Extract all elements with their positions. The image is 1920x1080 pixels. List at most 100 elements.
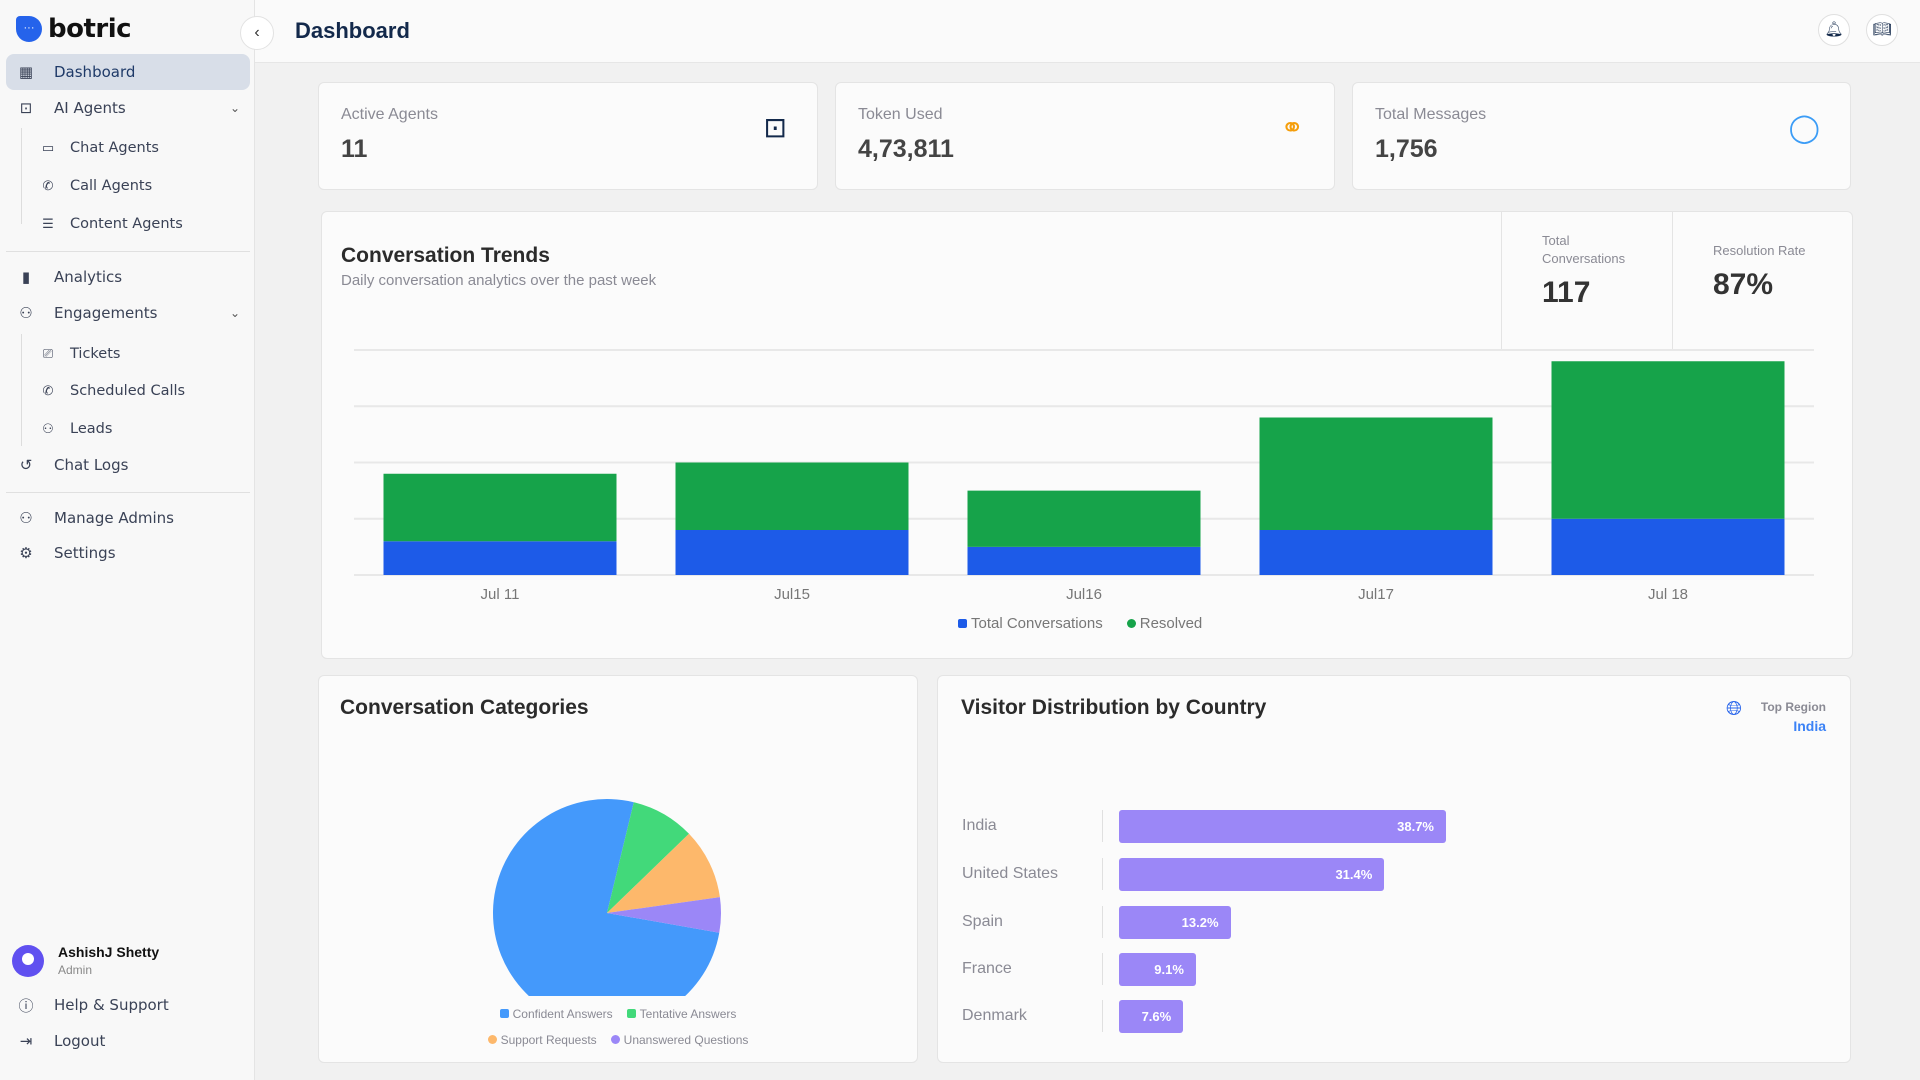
- sidebar-item-scheduled-calls[interactable]: ✆ Scheduled Calls: [32, 373, 242, 409]
- country-name: India: [962, 817, 997, 834]
- sidebar-item-engagements[interactable]: ⚇ Engagements ⌄: [6, 295, 250, 331]
- pie-slice-support-requests: [607, 833, 720, 913]
- label: Dashboard: [54, 63, 136, 81]
- legend-swatch: [626, 1009, 636, 1018]
- sidebar-item-settings[interactable]: ⚙ Settings: [6, 535, 250, 571]
- sidebar-item-dashboard[interactable]: ▦ Dashboard: [6, 54, 250, 90]
- help-icon: ⓘ: [18, 996, 34, 1015]
- kpi-label: Total Conversations: [1542, 233, 1626, 266]
- stat-label: Total Messages: [1375, 106, 1487, 123]
- label: AI Agents: [54, 99, 126, 117]
- bar-total-conversations: [1259, 530, 1493, 575]
- tree-line: [21, 128, 22, 224]
- chevron-down-icon: ⌄: [229, 306, 240, 320]
- label: Engagements: [54, 304, 158, 322]
- logo[interactable]: ··· botric: [16, 14, 132, 44]
- label: Leads: [70, 421, 113, 437]
- bar-total-conversations: [967, 546, 1201, 575]
- top-region-value: India: [1793, 718, 1826, 734]
- country-bar[interactable]: 9.1%: [1119, 952, 1196, 986]
- legend-swatch: [499, 1009, 509, 1018]
- user-profile[interactable]: AshishJ Shetty Admin: [12, 944, 159, 977]
- sidebar-item-analytics[interactable]: ▮ Analytics: [6, 259, 250, 295]
- country-name: France: [962, 960, 1012, 977]
- help-support-link[interactable]: ⓘ Help & Support: [6, 987, 250, 1023]
- conversation-trends-card: Conversation Trends Daily conversation a…: [321, 211, 1853, 659]
- coins-icon: ⚭: [1280, 112, 1304, 143]
- logo-icon: ···: [16, 16, 42, 42]
- label: Scheduled Calls: [70, 383, 186, 399]
- sidebar-item-manage-admins[interactable]: ⚇ Manage Admins: [6, 500, 250, 536]
- bar-resolved: [1551, 361, 1785, 519]
- section-title: Conversation Trends: [341, 244, 550, 267]
- bar-chart-icon: ▮: [21, 268, 31, 286]
- legend-item[interactable]: Resolved: [1126, 615, 1203, 632]
- country-bar[interactable]: 7.6%: [1119, 999, 1184, 1033]
- sidebar-item-chat-logs[interactable]: ↺ Chat Logs: [6, 447, 250, 483]
- label: Call Agents: [70, 178, 153, 194]
- divider: [6, 251, 250, 252]
- legend-swatch: [610, 1035, 620, 1044]
- country-name: United States: [962, 865, 1059, 882]
- section-subtitle: Daily conversation analytics over the pa…: [341, 272, 657, 289]
- robot-icon: ⊡: [19, 99, 33, 117]
- legend-label: Resolved: [1139, 615, 1203, 632]
- legend-item[interactable]: Confident Answers: [499, 1007, 613, 1021]
- user-name: AshishJ Shetty: [58, 944, 160, 960]
- legend-label: Tentative Answers: [639, 1007, 737, 1021]
- country-bar[interactable]: 38.7%: [1119, 809, 1446, 843]
- stat-value: 1,756: [1375, 135, 1438, 163]
- country-row: United States 31.4%: [962, 857, 1562, 891]
- pie-slice-confident-answers: [493, 799, 720, 996]
- top-region-label: Top Region: [1760, 700, 1826, 714]
- kpi-label: Resolution Rate: [1713, 243, 1806, 258]
- bar-total-conversations: [1551, 518, 1785, 575]
- docs-button[interactable]: 📖︎: [1866, 14, 1898, 46]
- sidebar-item-leads[interactable]: ⚇ Leads: [32, 411, 242, 447]
- section-title: Conversation Categories: [340, 696, 589, 719]
- section-title: Visitor Distribution by Country: [961, 696, 1267, 719]
- bar-resolved: [967, 490, 1201, 547]
- grid-icon: ▦: [18, 63, 34, 81]
- header: Dashboard 🔔︎ 📖︎: [255, 0, 1920, 63]
- bar-resolved: [1259, 417, 1493, 530]
- stat-card-token-used: Token Used 4,73,811 ⚭: [835, 82, 1335, 190]
- notifications-button[interactable]: 🔔︎: [1818, 14, 1850, 46]
- legend-item[interactable]: Unanswered Questions: [610, 1033, 748, 1047]
- sidebar-item-content-agents[interactable]: ☰ Content Agents: [32, 206, 242, 242]
- stat-value: 4,73,811: [858, 135, 954, 163]
- stat-label: Token Used: [858, 106, 943, 123]
- users-icon: ⚇: [19, 304, 33, 322]
- pie-slice-tentative-answers: [607, 802, 690, 913]
- phone-icon: ✆: [42, 178, 54, 194]
- list-icon: ☰: [42, 216, 54, 232]
- x-tick-label: Jul17: [1358, 586, 1394, 603]
- legend-item[interactable]: Tentative Answers: [626, 1007, 737, 1021]
- history-icon: ↺: [19, 456, 33, 474]
- gear-icon: ⚙: [19, 544, 33, 562]
- bar-resolved: [383, 473, 617, 542]
- legend-item[interactable]: Total Conversations: [958, 615, 1103, 632]
- sidebar-item-ai-agents[interactable]: ⊡ AI Agents ⌄: [6, 90, 250, 126]
- sidebar-item-call-agents[interactable]: ✆ Call Agents: [32, 168, 242, 204]
- chat-icon: ▭: [41, 140, 55, 156]
- country-row: India 38.7%: [962, 809, 1562, 843]
- logout-button[interactable]: ⇥ Logout: [6, 1023, 250, 1059]
- chevron-left-icon: ‹: [254, 24, 260, 41]
- country-bar[interactable]: 13.2%: [1119, 905, 1231, 939]
- label: Analytics: [54, 268, 123, 286]
- sidebar-item-tickets[interactable]: ⎚ Tickets: [32, 336, 242, 372]
- divider: [6, 492, 250, 493]
- collapse-sidebar-button[interactable]: ‹: [240, 16, 274, 50]
- country-bar[interactable]: 31.4%: [1119, 857, 1385, 891]
- chart-legend: Total Conversations Resolved: [958, 615, 1202, 632]
- label: Logout: [54, 1032, 106, 1050]
- legend-item[interactable]: Support Requests: [487, 1033, 597, 1047]
- bar-resolved: [675, 462, 909, 530]
- x-tick-label: Jul15: [774, 586, 810, 603]
- country-row: France 9.1%: [962, 952, 1562, 986]
- label: Manage Admins: [54, 509, 174, 527]
- label: Chat Agents: [70, 140, 159, 156]
- sidebar-item-chat-agents[interactable]: ▭ Chat Agents: [32, 130, 242, 166]
- user-role: Admin: [58, 963, 93, 977]
